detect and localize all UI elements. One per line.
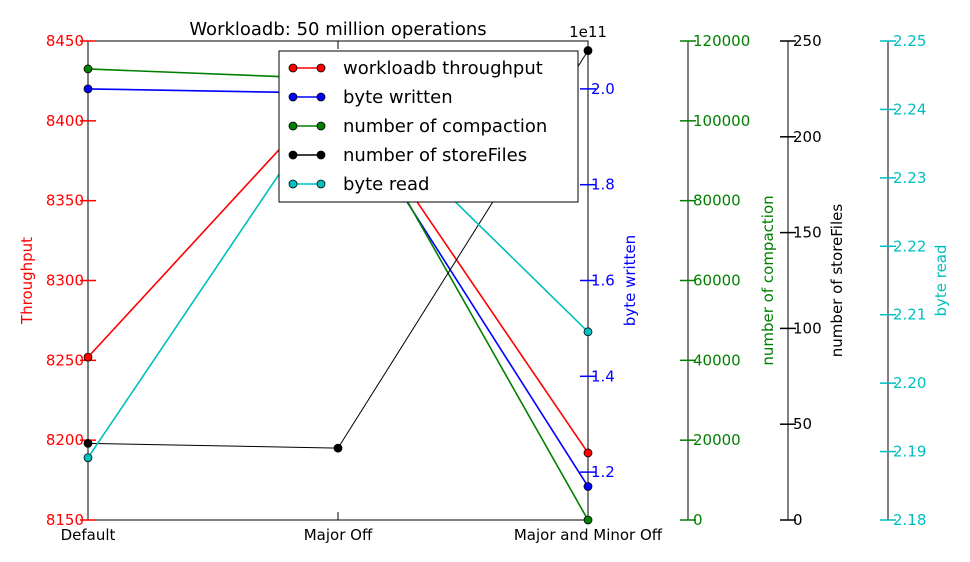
chart-title: Workloadb: 50 million operations: [189, 19, 486, 40]
data-point: [83, 438, 93, 448]
y-tick-label: 2.18: [893, 511, 926, 529]
y-tick-label: 20000: [693, 431, 741, 449]
y-tick-label: 150: [793, 224, 822, 242]
y-tick-label: 0: [793, 511, 803, 529]
legend-marker: [316, 63, 326, 73]
legend-marker: [288, 179, 298, 189]
legend-marker: [316, 179, 326, 189]
y-axis-byte_written: 1.2 1.4 1.6 1.8 2.0 byte written 1e11: [569, 23, 639, 481]
legend-marker: [288, 63, 298, 73]
y-tick-label: 100: [793, 319, 822, 337]
legend-item: workloadb throughput: [288, 58, 543, 79]
y-tick-label: 2.24: [893, 100, 926, 118]
data-point: [583, 448, 593, 458]
y-tick-label: 100000: [693, 112, 750, 130]
y-tick-label: 1.8: [591, 176, 615, 194]
x-tick-label: Default: [61, 526, 116, 544]
data-point: [583, 515, 593, 525]
legend-item: byte read: [288, 174, 429, 195]
y-tick-label: 1.2: [591, 463, 615, 481]
y-axis-label: number of storeFiles: [828, 204, 846, 358]
x-tick-label: Major Off: [304, 526, 373, 544]
y-axis-compaction: 0 20000 40000 60000 80000 100000 120000 number …: [680, 32, 777, 529]
legend-label: byte written: [343, 87, 453, 108]
y-tick-label: 0: [693, 511, 703, 529]
legend-marker: [288, 150, 298, 160]
y-tick-label: 8250: [46, 351, 84, 369]
legend-item: number of compaction: [288, 116, 547, 137]
data-point: [333, 443, 343, 453]
y-axis-label: byte read: [932, 244, 950, 316]
y-tick-label: 60000: [693, 272, 741, 290]
legend-marker: [288, 92, 298, 102]
y-tick-label: 1.6: [591, 272, 615, 290]
data-point: [83, 64, 93, 74]
data-point: [83, 453, 93, 463]
y-axis-offset-text: 1e11: [569, 23, 607, 41]
legend-item: number of storeFiles: [288, 145, 527, 166]
legend-box: [278, 50, 579, 203]
legend-label: number of storeFiles: [343, 145, 527, 166]
y-axis-label: number of compaction: [759, 195, 777, 365]
y-tick-label: 2.22: [893, 237, 926, 255]
data-point: [583, 482, 593, 491]
axes-layer: Default Major Off Major and Minor Off81508…: [18, 23, 950, 544]
legend-item: byte written: [288, 87, 453, 108]
legend-marker: [316, 92, 326, 102]
y-tick-label: 1.4: [591, 367, 615, 385]
y-axis-label: byte written: [621, 235, 639, 326]
y-tick-label: 8300: [46, 272, 84, 290]
legend-label: workloadb throughput: [343, 58, 543, 79]
y-tick-label: 2.23: [893, 169, 926, 187]
y-axis-storefiles: 0 50 100 150 200 250 number of storeFiles: [780, 32, 846, 529]
legend-label: number of compaction: [343, 116, 547, 137]
legend-label: byte read: [343, 174, 429, 195]
y-tick-label: 8150: [46, 511, 84, 529]
y-tick-label: 2.19: [893, 443, 926, 461]
y-tick-label: 120000: [693, 32, 750, 50]
y-tick-label: 250: [793, 32, 822, 50]
data-point: [583, 327, 593, 337]
y-tick-label: 8350: [46, 192, 84, 210]
legend-marker: [316, 150, 326, 160]
data-point: [83, 352, 93, 362]
legend: workloadb throughput byte written number o…: [278, 50, 579, 203]
legend-marker: [288, 121, 298, 131]
y-tick-label: 50: [793, 415, 812, 433]
data-point: [583, 46, 593, 55]
y-tick-label: 200: [793, 128, 822, 146]
y-tick-label: 2.21: [893, 306, 926, 324]
data-point: [83, 84, 93, 94]
y-tick-label: 2.25: [893, 32, 926, 50]
y-axis-label: Throughput: [18, 237, 36, 325]
y-tick-label: 80000: [693, 192, 741, 210]
y-tick-label: 40000: [693, 351, 741, 369]
x-tick-label: Major and Minor Off: [514, 526, 663, 544]
y-axis-throughput: 8150 8200 8250 8300 8350 8400 8450 Throughput: [18, 32, 96, 529]
y-tick-label: 2.20: [893, 374, 926, 392]
y-axis-byte_read: 2.18 2.19 2.20 2.21 2.22 2.23 2.24 2.25 byte rea…: [880, 32, 950, 529]
y-tick-label: 8200: [46, 431, 84, 449]
y-tick-label: 8450: [46, 32, 84, 50]
y-tick-label: 2.0: [591, 80, 615, 98]
y-tick-label: 8400: [46, 112, 84, 130]
legend-marker: [316, 121, 326, 131]
